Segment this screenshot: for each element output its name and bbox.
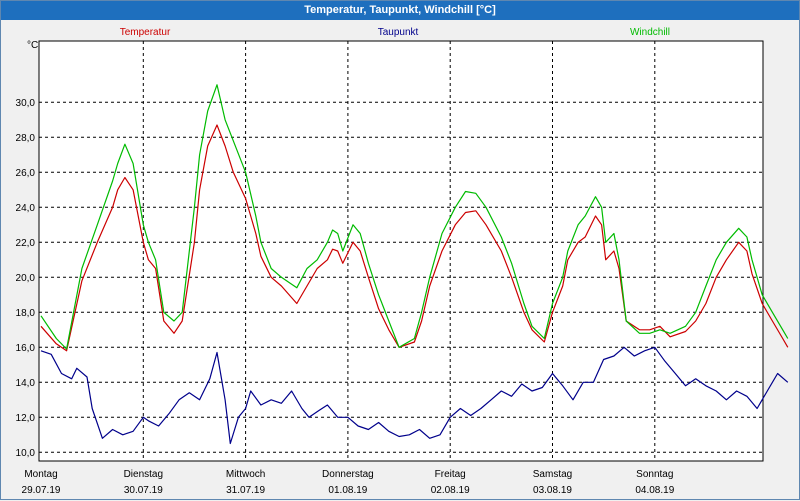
y-tick-label: 14,0 bbox=[16, 378, 36, 389]
x-tick-date: 29.07.19 bbox=[22, 485, 61, 496]
legend-label-taupunkt: Taupunkt bbox=[378, 27, 419, 38]
x-tick-date: 31.07.19 bbox=[226, 485, 265, 496]
y-tick-label: 16,0 bbox=[16, 343, 36, 354]
x-tick-day: Sonntag bbox=[636, 469, 673, 480]
y-tick-label: 26,0 bbox=[16, 168, 36, 179]
x-tick-date: 01.08.19 bbox=[328, 485, 367, 496]
x-tick-date: 30.07.19 bbox=[124, 485, 163, 496]
y-axis-ticks: 10,0 12,0 14,0 16,0 18,0 20,0 22,0 24,0 26,0 28,0… bbox=[16, 98, 36, 459]
series-line-taupunkt bbox=[40, 346, 789, 445]
x-tick-day: Mittwoch bbox=[226, 469, 265, 480]
window-title: Temperatur, Taupunkt, Windchill [°C] bbox=[1, 1, 799, 20]
x-tick-date: 02.08.19 bbox=[431, 485, 470, 496]
y-axis-label: °C bbox=[27, 40, 38, 51]
x-tick-day: Dienstag bbox=[124, 469, 163, 480]
series-lines bbox=[40, 84, 789, 445]
y-tick-label: 22,0 bbox=[16, 238, 36, 249]
y-tick-label: 10,0 bbox=[16, 448, 36, 459]
series-line-temperatur bbox=[40, 124, 789, 352]
y-tick-label: 30,0 bbox=[16, 98, 36, 109]
x-tick-day: Samstag bbox=[533, 469, 572, 480]
x-tick-date: 04.08.19 bbox=[635, 485, 674, 496]
y-tick-label: 24,0 bbox=[16, 203, 36, 214]
x-tick-day: Freitag bbox=[435, 469, 466, 480]
x-tick-day: Donnerstag bbox=[322, 469, 374, 480]
legend: Temperatur Taupunkt Windchill bbox=[120, 27, 670, 38]
y-tick-label: 12,0 bbox=[16, 413, 36, 424]
x-tick-day: Montag bbox=[24, 469, 57, 480]
plot-area bbox=[38, 40, 764, 462]
legend-label-temperatur: Temperatur bbox=[120, 27, 171, 38]
y-tick-label: 20,0 bbox=[16, 273, 36, 284]
series-line-windchill bbox=[40, 84, 789, 350]
x-tick-date: 03.08.19 bbox=[533, 485, 572, 496]
legend-label-windchill: Windchill bbox=[630, 27, 670, 38]
y-tick-label: 28,0 bbox=[16, 133, 36, 144]
y-tick-label: 18,0 bbox=[16, 308, 36, 319]
x-axis-ticks: Montag 29.07.19 Dienstag 30.07.19 Mittwoch 31… bbox=[22, 469, 675, 496]
